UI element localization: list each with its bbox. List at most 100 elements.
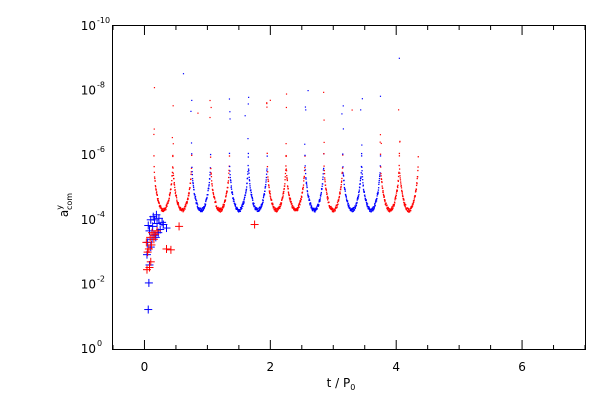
data-point bbox=[394, 199, 396, 201]
data-point bbox=[331, 210, 334, 213]
data-point bbox=[368, 208, 371, 210]
data-point bbox=[315, 209, 317, 212]
data-point bbox=[391, 206, 393, 208]
data-point bbox=[168, 197, 170, 199]
data-point bbox=[379, 172, 381, 174]
data-point bbox=[252, 199, 254, 202]
data-dots-layer bbox=[153, 57, 419, 213]
x-tick-label: 4 bbox=[392, 360, 400, 374]
data-point bbox=[247, 152, 250, 155]
data-point bbox=[169, 194, 171, 197]
plus-marker bbox=[149, 235, 158, 244]
data-point bbox=[392, 207, 394, 209]
data-point bbox=[202, 209, 204, 211]
data-point bbox=[169, 193, 171, 195]
data-point bbox=[171, 175, 173, 177]
data-point bbox=[305, 177, 307, 179]
data-point bbox=[360, 172, 362, 174]
data-point bbox=[411, 206, 413, 208]
data-point bbox=[287, 191, 290, 193]
data-point bbox=[264, 185, 267, 188]
data-point bbox=[313, 207, 315, 209]
data-point bbox=[333, 210, 335, 213]
data-point bbox=[345, 196, 347, 198]
data-point bbox=[173, 183, 175, 185]
data-point bbox=[265, 173, 268, 175]
data-point bbox=[293, 208, 296, 210]
data-point bbox=[233, 198, 235, 201]
data-point bbox=[379, 153, 382, 155]
data-point bbox=[231, 191, 233, 193]
data-point bbox=[210, 167, 212, 170]
data-point bbox=[156, 193, 158, 196]
data-point bbox=[300, 198, 302, 201]
data-point bbox=[222, 207, 224, 209]
data-point bbox=[348, 205, 350, 207]
data-point bbox=[338, 199, 340, 201]
data-point bbox=[306, 183, 308, 185]
data-point bbox=[266, 170, 268, 172]
data-point bbox=[364, 195, 366, 198]
data-point bbox=[243, 202, 245, 205]
data-point bbox=[203, 207, 205, 209]
data-point bbox=[158, 202, 160, 205]
data-point bbox=[379, 95, 382, 97]
data-point bbox=[239, 209, 241, 211]
data-point bbox=[290, 200, 292, 203]
y-tick-label: 10 bbox=[81, 213, 96, 227]
data-point bbox=[342, 128, 344, 130]
data-point bbox=[282, 192, 285, 195]
data-point bbox=[334, 209, 336, 211]
data-point bbox=[397, 175, 400, 178]
data-point bbox=[282, 195, 284, 197]
data-point bbox=[224, 199, 227, 201]
x-axis: 0 2 4 6 bbox=[112, 26, 586, 374]
data-point bbox=[209, 116, 211, 119]
data-point bbox=[287, 188, 289, 190]
data-point bbox=[173, 181, 175, 184]
data-point bbox=[414, 195, 416, 197]
data-point bbox=[174, 192, 177, 194]
data-point bbox=[314, 209, 316, 211]
data-point bbox=[361, 144, 363, 146]
data-point bbox=[388, 211, 391, 213]
data-point bbox=[407, 207, 409, 210]
data-point bbox=[406, 207, 409, 209]
data-point bbox=[228, 98, 231, 100]
data-point bbox=[230, 186, 232, 189]
data-point bbox=[241, 203, 244, 205]
data-point bbox=[394, 197, 397, 199]
data-point bbox=[205, 200, 207, 203]
data-point bbox=[291, 204, 294, 207]
data-point bbox=[345, 198, 348, 200]
data-point bbox=[392, 205, 394, 207]
plus-markers-layer bbox=[142, 210, 259, 314]
data-point bbox=[192, 185, 195, 187]
data-point bbox=[153, 176, 156, 178]
data-point bbox=[210, 176, 213, 178]
data-point bbox=[211, 183, 213, 185]
data-point bbox=[382, 191, 384, 193]
data-point bbox=[361, 98, 363, 100]
data-point bbox=[181, 208, 184, 211]
data-point bbox=[352, 210, 354, 213]
data-point bbox=[291, 202, 293, 205]
data-point bbox=[265, 176, 268, 179]
data-point bbox=[218, 209, 221, 211]
data-point bbox=[278, 206, 281, 208]
data-point bbox=[243, 199, 245, 201]
data-point bbox=[361, 170, 363, 172]
data-point bbox=[236, 208, 239, 210]
data-point bbox=[155, 192, 158, 194]
data-point bbox=[362, 184, 364, 186]
data-point bbox=[280, 204, 282, 206]
data-point bbox=[389, 208, 392, 210]
data-point bbox=[416, 182, 418, 184]
data-point bbox=[157, 199, 159, 201]
data-point bbox=[281, 198, 283, 200]
data-point bbox=[153, 155, 155, 157]
data-point bbox=[219, 208, 221, 210]
plus-marker bbox=[146, 257, 155, 266]
data-point bbox=[321, 188, 323, 190]
data-point bbox=[285, 169, 287, 171]
